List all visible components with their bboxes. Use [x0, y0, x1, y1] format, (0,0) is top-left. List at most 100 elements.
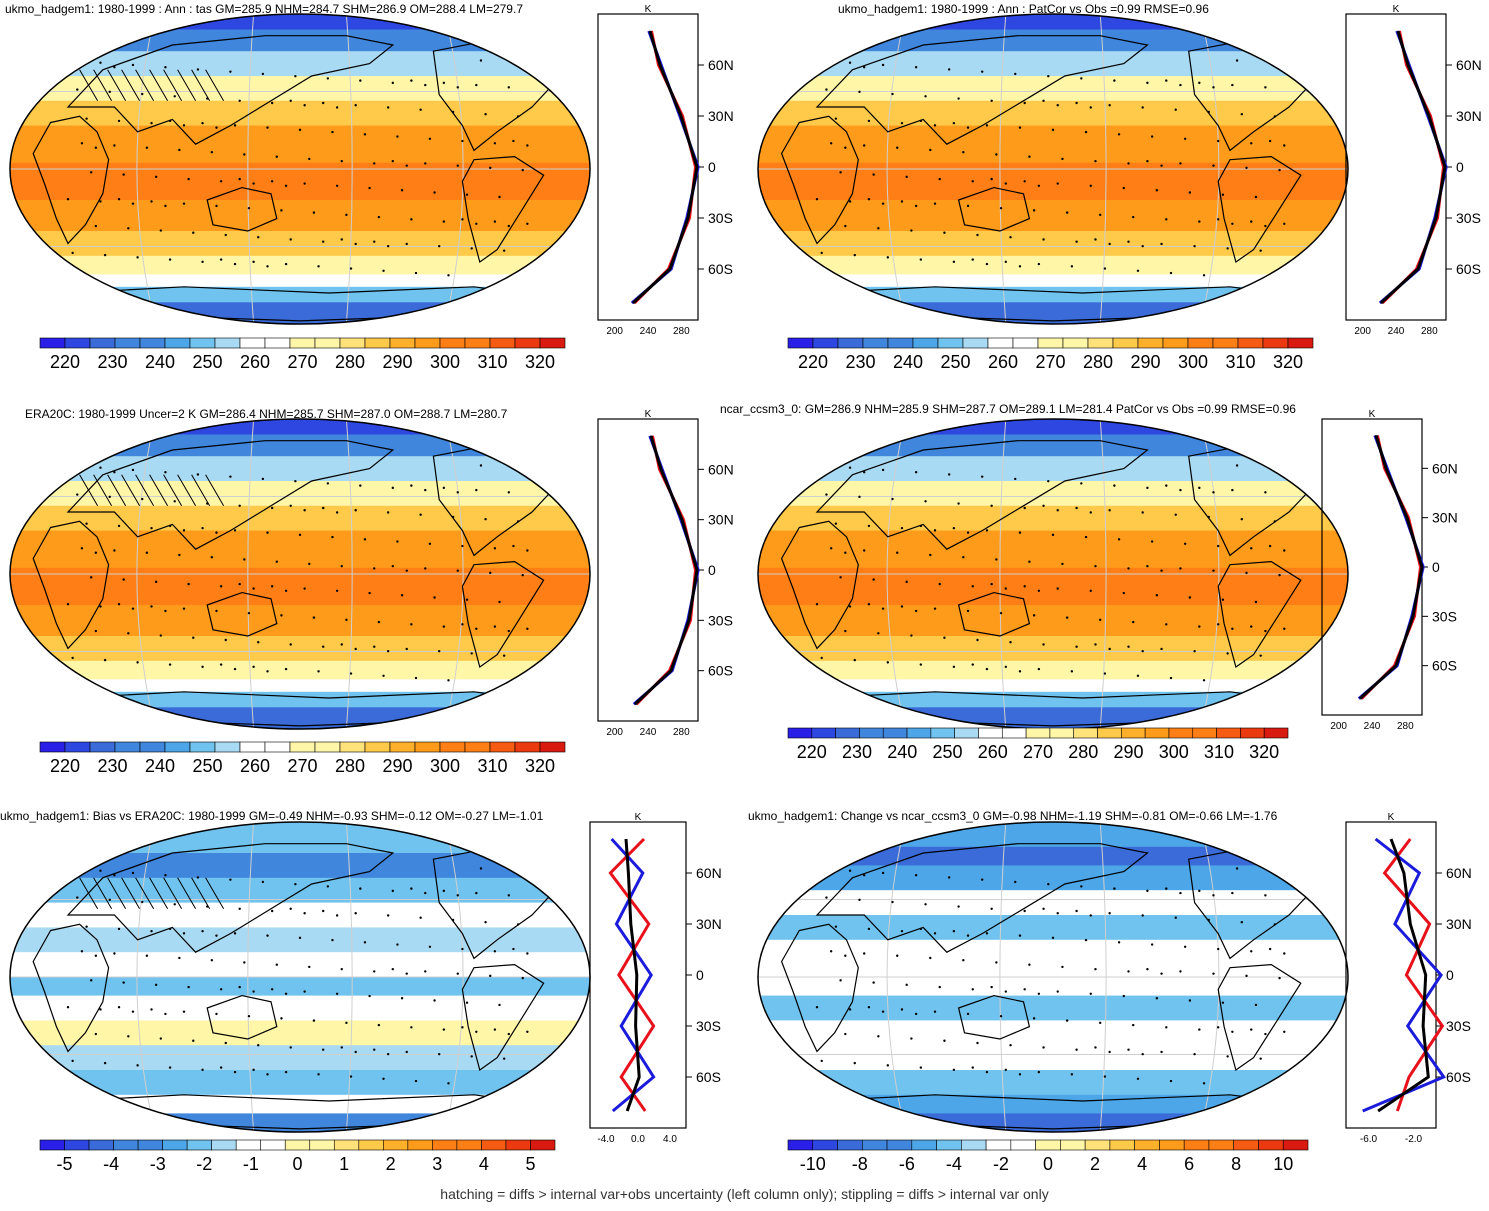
stipple-dot — [354, 242, 357, 246]
stipple-dot — [131, 871, 135, 875]
stipple-dot — [335, 914, 339, 917]
map-band — [10, 636, 590, 662]
stipple-dot — [373, 240, 376, 243]
colorbar-tick-label: 310 — [477, 756, 507, 776]
stipple-dot — [80, 142, 84, 145]
stipple-dot — [414, 1079, 418, 1083]
stipple-dot — [1127, 567, 1130, 570]
stipple-dot — [1070, 670, 1074, 673]
stipple-dot — [219, 180, 223, 183]
map — [758, 14, 1348, 324]
stipple-dot — [164, 204, 167, 208]
map-band — [758, 846, 1348, 867]
colorbar-box — [1233, 1139, 1259, 1151]
stipple-dot — [493, 220, 497, 223]
stipple-dot — [507, 894, 510, 897]
stipple-dot — [526, 952, 529, 955]
map-band — [758, 505, 1348, 532]
stipple-dot — [924, 903, 927, 906]
zonal-lat-label: 0 — [708, 562, 716, 578]
stipple-dot — [359, 79, 362, 82]
colorbar-box — [39, 1139, 65, 1151]
stipple-dot — [877, 632, 880, 635]
stipple-dot — [215, 1012, 218, 1016]
stipple-dot — [1193, 244, 1196, 248]
map-band — [758, 865, 1348, 892]
colorbar-box — [987, 337, 1014, 349]
colorbar-box — [456, 1139, 482, 1151]
stipple-dot — [1245, 571, 1248, 575]
stipple-dot — [317, 670, 320, 673]
zonal-unit-label: K — [635, 812, 642, 823]
stipple-dot — [1264, 1032, 1267, 1036]
stipple-dot — [834, 925, 838, 928]
panel-title: ukmo_hadgem1: 1980-1999 : Ann : tas GM=2… — [5, 2, 523, 16]
stipple-dot — [1132, 215, 1135, 219]
stipple-dot — [507, 224, 510, 228]
stipple-dot — [1179, 488, 1182, 492]
stipple-dot — [1250, 220, 1253, 223]
stipple-dot — [233, 262, 237, 266]
stipple-dot — [914, 1012, 918, 1016]
hatch-line — [135, 877, 155, 910]
stipple-dot — [405, 1050, 408, 1054]
colorbar-box — [978, 727, 1003, 739]
stipple-dot — [858, 495, 861, 499]
stipple-dot — [839, 576, 842, 579]
stipple-dot — [900, 200, 904, 203]
stipple-dot — [990, 99, 993, 102]
stipple-dot — [391, 486, 394, 490]
stipple-dot — [867, 524, 871, 528]
stipple-dot — [1032, 614, 1036, 617]
stipple-dot — [465, 598, 469, 601]
stipple-dot — [266, 531, 269, 534]
map-band — [10, 822, 590, 854]
stipple-dot — [461, 139, 464, 143]
colorbar-box — [162, 1139, 188, 1151]
zonal-series-line — [1362, 837, 1447, 1113]
stipple-dot — [243, 961, 246, 964]
stipple-dot — [1032, 1017, 1036, 1020]
colorbar-tick-label: 280 — [335, 756, 365, 776]
stipple-dot — [261, 477, 265, 481]
stipple-dot — [1127, 645, 1130, 648]
stipple-dot — [905, 983, 908, 987]
coastline — [780, 923, 859, 1053]
graticule-lon — [999, 419, 1007, 729]
map-band — [758, 1113, 1348, 1132]
colorbar-box — [284, 1139, 311, 1151]
panel-title: ukmo_hadgem1: 1980-1999 : Ann : PatCor v… — [838, 2, 1209, 16]
zonal-lat-label: 60N — [1456, 57, 1482, 73]
stipple-dot — [1217, 623, 1220, 626]
colorbar-box — [1073, 727, 1098, 739]
colorbar-tick-label: 270 — [287, 352, 317, 372]
stipple-dot — [1273, 115, 1277, 118]
stipple-dot — [1099, 213, 1102, 217]
panel-6: ukmo_hadgem1: Change vs ncar_ccsm3_0 GM=… — [748, 809, 1472, 1174]
stipple-dot — [1283, 627, 1286, 631]
colorbar-box — [239, 337, 266, 349]
hatch-line — [191, 69, 211, 102]
colorbar: 220 230 240 250 260 270 280 290 300 310 320 — [39, 741, 566, 776]
colorbar-tick-label: 270 — [287, 756, 317, 776]
stipple-dot — [182, 529, 186, 532]
stipple-dot — [1132, 620, 1135, 624]
stipple-dot — [391, 967, 394, 971]
stipple-dot — [900, 605, 904, 608]
stipple-dot — [303, 104, 306, 107]
stipple-dot — [1221, 1001, 1225, 1004]
graticule-lon — [1099, 14, 1107, 324]
zonal-lat-label: 60S — [1432, 658, 1457, 674]
stipple-dot — [990, 582, 993, 586]
stipple-dot — [526, 1030, 529, 1034]
stipple-dot — [94, 1032, 98, 1036]
colorbar-tick-label: 300 — [1178, 352, 1208, 372]
coastline — [957, 591, 1031, 637]
stipple-dot — [1018, 531, 1022, 534]
stipple-dot — [475, 488, 478, 492]
map-band — [10, 660, 590, 681]
colorbar-tick-label: 5 — [525, 1154, 535, 1174]
map-band — [758, 14, 1348, 31]
stipple-dot — [1179, 83, 1182, 87]
map-band — [10, 691, 590, 709]
